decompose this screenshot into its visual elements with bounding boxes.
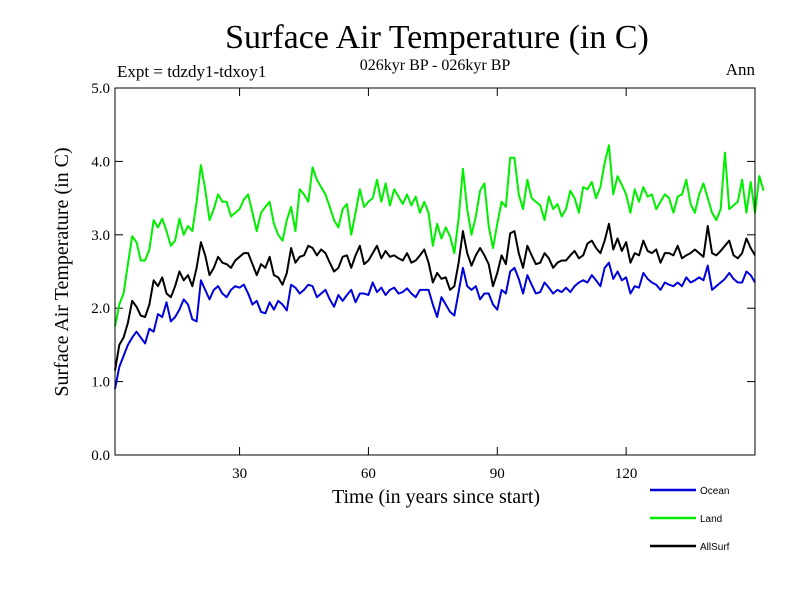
experiment-label: Expt = tdzdy1-tdxoy1 bbox=[117, 62, 266, 81]
legend: Ocean Land AllSurf bbox=[650, 486, 730, 553]
y-tick-label: 4.0 bbox=[91, 154, 110, 170]
plot-frame bbox=[114, 87, 756, 456]
series-line-land bbox=[114, 144, 765, 327]
y-axis-label: Surface Air Temperature (in C) bbox=[51, 147, 73, 396]
axis-ticks: 0.0 1.0 2.0 3.0 4.0 5.0 30 60 90 120 bbox=[91, 81, 755, 482]
legend-label-land: Land bbox=[700, 514, 722, 525]
x-tick-label: 60 bbox=[361, 466, 376, 482]
series-lines bbox=[114, 144, 765, 390]
chart-subtitle: 026kyr BP - 026kyr BP bbox=[360, 57, 511, 74]
chart-title: Surface Air Temperature (in C) bbox=[225, 19, 649, 56]
period-label: Ann bbox=[726, 60, 756, 79]
series-line-allsurf bbox=[114, 222, 756, 371]
y-tick-label: 2.0 bbox=[91, 301, 110, 317]
x-tick-label: 120 bbox=[615, 466, 638, 482]
y-tick-label: 3.0 bbox=[91, 228, 110, 244]
y-tick-label: 0.0 bbox=[91, 448, 110, 464]
y-tick-label: 5.0 bbox=[91, 81, 110, 97]
x-tick-label: 30 bbox=[232, 466, 247, 482]
legend-label-ocean: Ocean bbox=[700, 486, 729, 497]
x-axis-label: Time (in years since start) bbox=[332, 486, 540, 508]
x-tick-label: 90 bbox=[490, 466, 505, 482]
y-tick-label: 1.0 bbox=[91, 375, 110, 391]
legend-label-allsurf: AllSurf bbox=[700, 542, 730, 553]
series-line-ocean bbox=[114, 261, 756, 390]
